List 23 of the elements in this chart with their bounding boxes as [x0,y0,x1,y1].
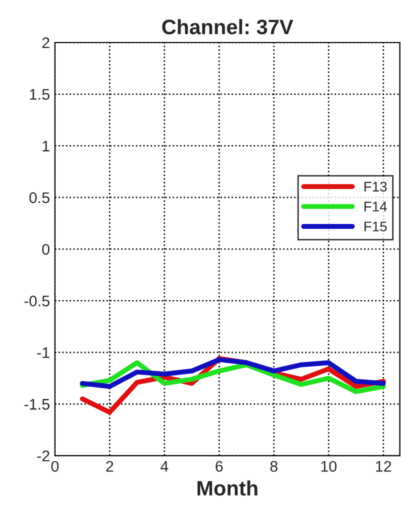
x-tick-label: 0 [51,460,59,472]
legend-label: F13 [364,182,387,192]
x-axis-title: Month [198,480,258,496]
y-tick-label: 2 [42,37,50,48]
x-tick-label: 2 [106,460,114,472]
y-tick-label: -1.5 [24,399,50,410]
x-tick-label: 10 [321,460,337,472]
y-tick-label: 1.5 [30,89,50,100]
y-tick-label: -0.5 [24,296,50,306]
y-tick-label: 0.5 [29,192,50,204]
line-series [80,360,386,394]
line-series [80,357,386,389]
legend-label: F14 [364,202,387,212]
legend-label: F15 [364,222,387,232]
y-tick-label: 1 [42,140,50,152]
y-tick-label: 0 [42,244,50,255]
x-tick-label: 6 [216,460,223,472]
chart-title: Channel: 37V [162,19,294,34]
x-tick-label: 4 [160,461,168,472]
y-tick-label: -1 [37,347,50,358]
x-tick-label: 8 [270,460,278,472]
x-tick-label: 12 [376,460,392,472]
y-tick-label: -2 [37,450,50,462]
